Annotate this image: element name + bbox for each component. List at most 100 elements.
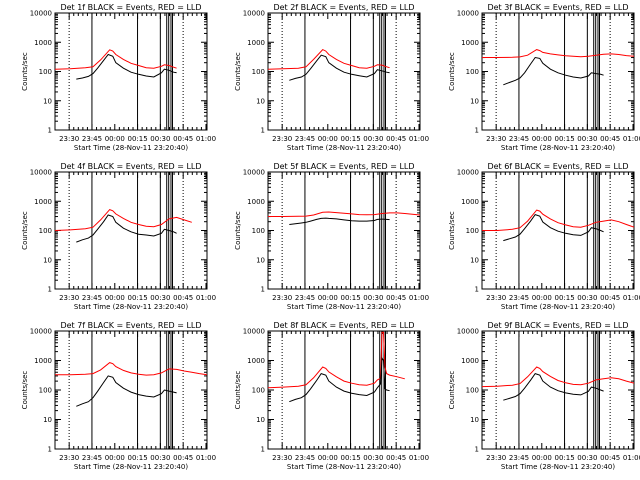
y-tick-label: 10: [256, 416, 265, 424]
y-tick-label: 10000: [243, 10, 265, 18]
x-tick-label: 23:30: [59, 135, 79, 143]
y-axis-label: Counts/sec: [234, 371, 242, 410]
y-tick-label: 10000: [30, 10, 52, 18]
plot-frame: [267, 171, 421, 290]
detector-panel-4: Det 4f BLACK = Events, RED = LLD 1 10 100 10…: [21, 162, 216, 311]
detector-panel-5: Det 5f BLACK = Events, RED = LLD 1 10 100 10…: [234, 162, 429, 311]
plot-frame: [481, 330, 635, 450]
x-tick-label: 00:00: [318, 135, 338, 143]
y-tick-label: 100: [466, 68, 479, 76]
series-line-events-black: [289, 356, 390, 403]
y-tick-label: 100: [466, 387, 479, 395]
series-line-lld-red: [268, 211, 420, 217]
y-axis-label: Counts/sec: [234, 211, 242, 250]
x-axis-label: Start Time (28-Nov-11 23:20:40): [501, 303, 615, 311]
x-tick-label: 01:00: [623, 135, 640, 143]
series-line-events-black: [503, 56, 604, 86]
x-tick-label: 00:30: [363, 294, 383, 302]
x-tick-label: 23:45: [82, 294, 102, 302]
detector-panel-6: Det 6f BLACK = Events, RED = LLD 1 10 100 10…: [448, 162, 640, 311]
panel-title: Det 4f BLACK = Events, RED = LLD: [60, 162, 201, 171]
series-line-lld-red: [482, 49, 634, 58]
x-tick-label: 01:00: [623, 294, 640, 302]
y-tick-label: 10000: [457, 10, 479, 18]
series-line-events-black: [289, 54, 390, 81]
detector-panel-7: Det 7f BLACK = Events, RED = LLD 1 10 100 10…: [21, 321, 216, 471]
x-tick-label: 00:00: [532, 454, 552, 462]
x-tick-label: 00:30: [363, 454, 383, 462]
series-line-events-black: [76, 53, 177, 80]
x-axis-label: Start Time (28-Nov-11 23:20:40): [287, 303, 401, 311]
x-tick-label: 00:30: [577, 294, 597, 302]
x-tick-label: 00:45: [386, 135, 406, 143]
y-tick-label: 100: [39, 227, 52, 235]
x-tick-label: 23:45: [295, 454, 315, 462]
x-tick-label: 00:30: [363, 135, 383, 143]
y-tick-label: 1000: [247, 198, 265, 206]
detector-panel-9: Det 9f BLACK = Events, RED = LLD 1 10 100 10…: [448, 321, 640, 471]
x-axis-label: Start Time (28-Nov-11 23:20:40): [287, 463, 401, 471]
y-tick-label: 1000: [461, 198, 479, 206]
y-tick-label: 1000: [461, 39, 479, 47]
series-line-lld-red: [268, 331, 405, 389]
x-tick-label: 23:30: [486, 454, 506, 462]
y-tick-label: 1000: [247, 357, 265, 365]
x-tick-label: 01:00: [623, 454, 640, 462]
y-tick-label: 1000: [34, 198, 52, 206]
y-tick-label: 10: [470, 97, 479, 105]
x-tick-label: 01:00: [196, 135, 216, 143]
y-tick-label: 100: [39, 387, 52, 395]
y-tick-label: 1: [261, 127, 265, 135]
series-line-lld-red: [482, 209, 634, 231]
y-tick-label: 100: [252, 68, 265, 76]
y-axis-label: Counts/sec: [21, 211, 29, 250]
x-tick-label: 01:00: [409, 294, 429, 302]
x-tick-label: 00:00: [318, 454, 338, 462]
series-line-lld-red: [55, 49, 177, 70]
x-axis-label: Start Time (28-Nov-11 23:20:40): [74, 463, 188, 471]
y-tick-label: 1000: [247, 39, 265, 47]
series-line-events-black: [289, 217, 390, 225]
x-tick-label: 00:45: [173, 294, 193, 302]
x-tick-label: 00:00: [532, 135, 552, 143]
x-tick-label: 00:15: [554, 135, 574, 143]
x-tick-label: 23:45: [82, 454, 102, 462]
x-tick-label: 00:15: [127, 294, 147, 302]
y-tick-label: 1: [475, 127, 479, 135]
x-tick-label: 00:45: [173, 135, 193, 143]
x-tick-label: 00:45: [386, 454, 406, 462]
y-tick-label: 100: [252, 227, 265, 235]
x-tick-label: 23:30: [272, 454, 292, 462]
y-tick-label: 10000: [457, 169, 479, 177]
y-tick-label: 10: [256, 256, 265, 264]
y-tick-label: 1000: [34, 357, 52, 365]
series-line-lld-red: [268, 48, 390, 70]
x-tick-label: 00:45: [600, 454, 620, 462]
panel-title: Det 3f BLACK = Events, RED = LLD: [487, 3, 628, 12]
x-tick-label: 23:45: [82, 135, 102, 143]
y-tick-label: 10: [43, 256, 52, 264]
series-line-lld-red: [482, 366, 634, 388]
panel-title: Det 6f BLACK = Events, RED = LLD: [487, 162, 628, 171]
x-tick-label: 00:45: [386, 294, 406, 302]
x-tick-label: 00:30: [577, 454, 597, 462]
x-tick-label: 00:45: [600, 135, 620, 143]
x-axis-label: Start Time (28-Nov-11 23:20:40): [287, 144, 401, 152]
x-tick-label: 00:00: [318, 294, 338, 302]
x-tick-label: 00:15: [554, 294, 574, 302]
y-tick-label: 1: [48, 446, 52, 454]
x-tick-label: 00:00: [105, 454, 125, 462]
detector-panel-3: Det 3f BLACK = Events, RED = LLD 1 10 100 10…: [448, 3, 640, 152]
x-tick-label: 23:30: [272, 135, 292, 143]
y-tick-label: 1000: [34, 39, 52, 47]
x-axis-label: Start Time (28-Nov-11 23:20:40): [501, 144, 615, 152]
y-tick-label: 10000: [30, 328, 52, 336]
y-tick-label: 10000: [457, 328, 479, 336]
series-line-events-black: [76, 375, 177, 407]
y-axis-label: Counts/sec: [21, 52, 29, 91]
y-tick-label: 10: [256, 97, 265, 105]
x-tick-label: 00:45: [600, 294, 620, 302]
y-axis-label: Counts/sec: [448, 371, 456, 410]
panel-title: Det 9f BLACK = Events, RED = LLD: [487, 321, 628, 330]
